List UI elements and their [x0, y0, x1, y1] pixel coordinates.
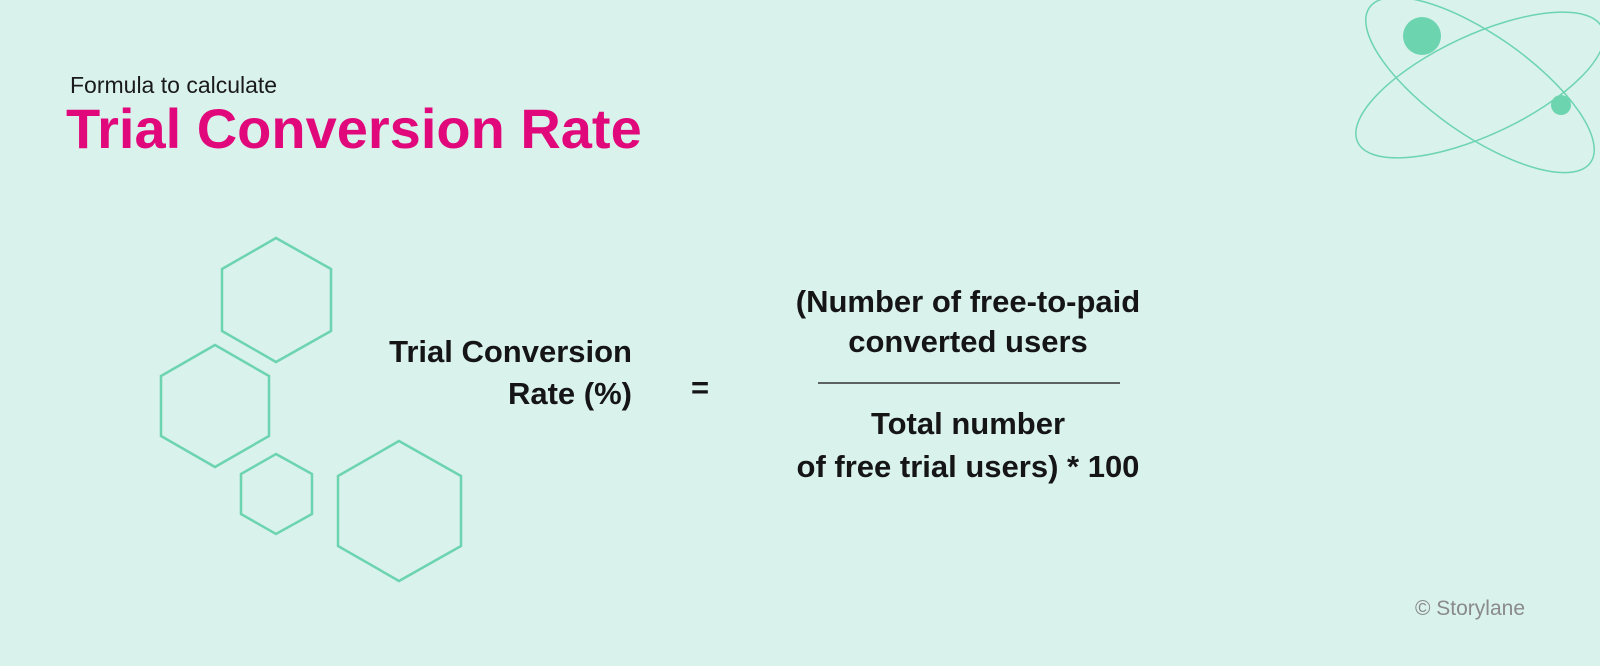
orbit: [1355, 11, 1600, 159]
orbit: [1365, 0, 1595, 174]
formula-left: Rate (%): [508, 376, 632, 411]
hexagon: [239, 452, 314, 536]
atom-node: [1403, 17, 1441, 55]
denominator: of free trial users) * 100: [797, 449, 1140, 484]
hexagon: [220, 236, 333, 364]
credit: © Storylane: [1415, 597, 1525, 620]
denominator: Total number: [871, 406, 1065, 441]
hexagons: [159, 236, 463, 583]
hexagon: [159, 343, 271, 469]
equals-sign: =: [691, 370, 709, 405]
atom-node: [1551, 95, 1571, 115]
numerator: converted users: [848, 324, 1088, 359]
kicker: Formula to calculate: [70, 72, 277, 98]
atom-decoration: [1355, 0, 1600, 174]
hexagon: [336, 439, 463, 583]
numerator: (Number of free-to-paid: [796, 284, 1140, 319]
title: Trial Conversion Rate: [66, 97, 642, 160]
formula-left: Trial Conversion: [389, 334, 632, 369]
